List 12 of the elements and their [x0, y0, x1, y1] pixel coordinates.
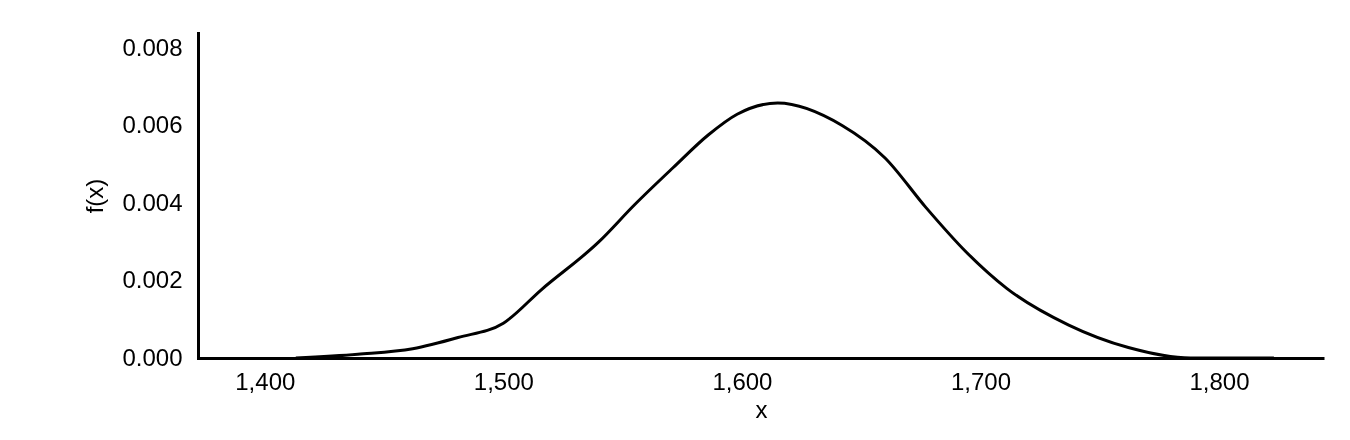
x-axis-title: x: [755, 395, 768, 423]
y-tick-label: 0.006: [122, 111, 183, 139]
x-tick-label: 1,800: [1189, 367, 1250, 395]
x-tick-label: 1,700: [950, 367, 1012, 395]
y-tick-label: 0.004: [122, 188, 183, 216]
y-tick-label: 0.002: [122, 266, 183, 294]
x-tick-label: 1,400: [235, 367, 296, 395]
x-tick-label: 1,600: [712, 367, 773, 395]
y-tick-label: 0.000: [122, 343, 183, 371]
y-axis-title: f(x): [81, 178, 109, 214]
y-tick-label: 0.008: [122, 33, 183, 61]
x-tick-label: 1,500: [473, 367, 534, 395]
